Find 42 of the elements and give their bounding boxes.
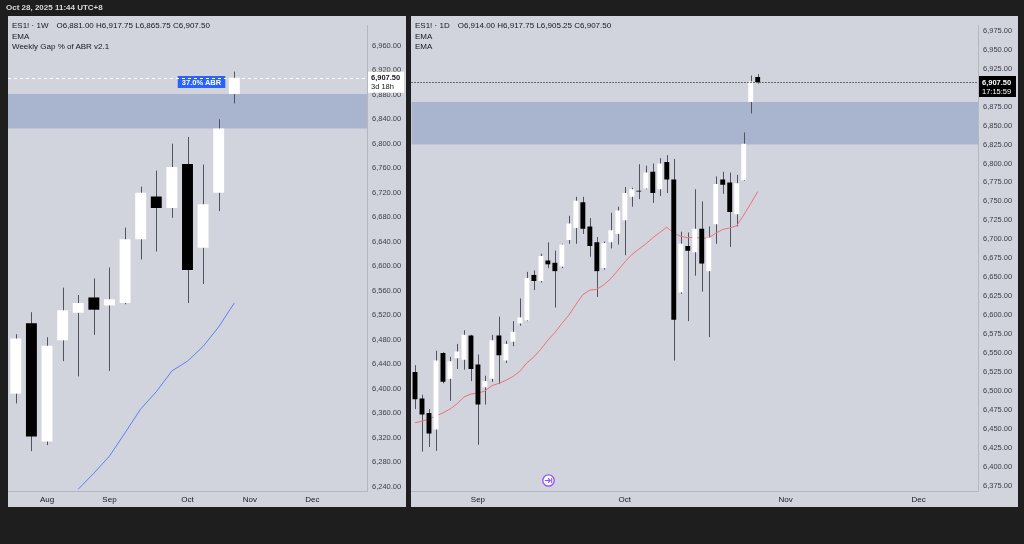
annotation: EMA [415,31,434,43]
candlestick [517,297,523,327]
chart-subtitle: O6,881.00 H6,917.75 L6,865.75 C6,907.50 [56,21,210,30]
x-tick-label: Oct [618,495,632,504]
chart-title: ES1! · 1D [415,21,450,30]
candlestick [72,294,84,377]
x-tick-label: Sep [470,495,486,504]
x-tick-label: Dec [911,495,926,504]
x-tick-label: Nov [242,495,258,504]
candlestick [531,269,537,291]
candlestick [503,340,509,364]
candlestick [629,187,635,208]
candlestick [482,375,488,406]
candlestick [608,212,614,249]
candlestick [103,266,115,372]
annotation: Weekly Gap % of ABR v2.1 [12,42,111,54]
candlestick [496,316,502,385]
candlestick [510,320,516,347]
candlestick [587,217,593,258]
chart-subtitle: O6,914.00 H6,917.75 L6,905.25 C6,907.50 [457,21,612,30]
candlestick [692,188,698,277]
candlestick [650,162,656,204]
text: Oct 28, 2025 11:44 UTC+8 [6,3,103,12]
x-tick-label: Sep [102,495,118,504]
candlestick [552,250,558,309]
candlestick [88,277,100,336]
candlestick [748,75,754,114]
candlestick [664,154,670,194]
x-tick-label: Dec [305,495,320,504]
candlestick [566,215,572,245]
annotation: EMA [415,42,434,54]
candlestick [615,206,621,246]
candlestick [559,243,565,269]
candlestick [720,171,726,195]
candlestick [685,231,691,322]
x-tick-label: Oct [181,495,195,504]
candlestick [150,170,162,253]
x-tick-label: Aug [39,495,55,504]
chart-title: ES1! · 1W [12,21,49,30]
annotation: EMA [12,31,31,43]
x-tick-label: Nov [778,495,793,504]
candlestick [636,163,642,200]
